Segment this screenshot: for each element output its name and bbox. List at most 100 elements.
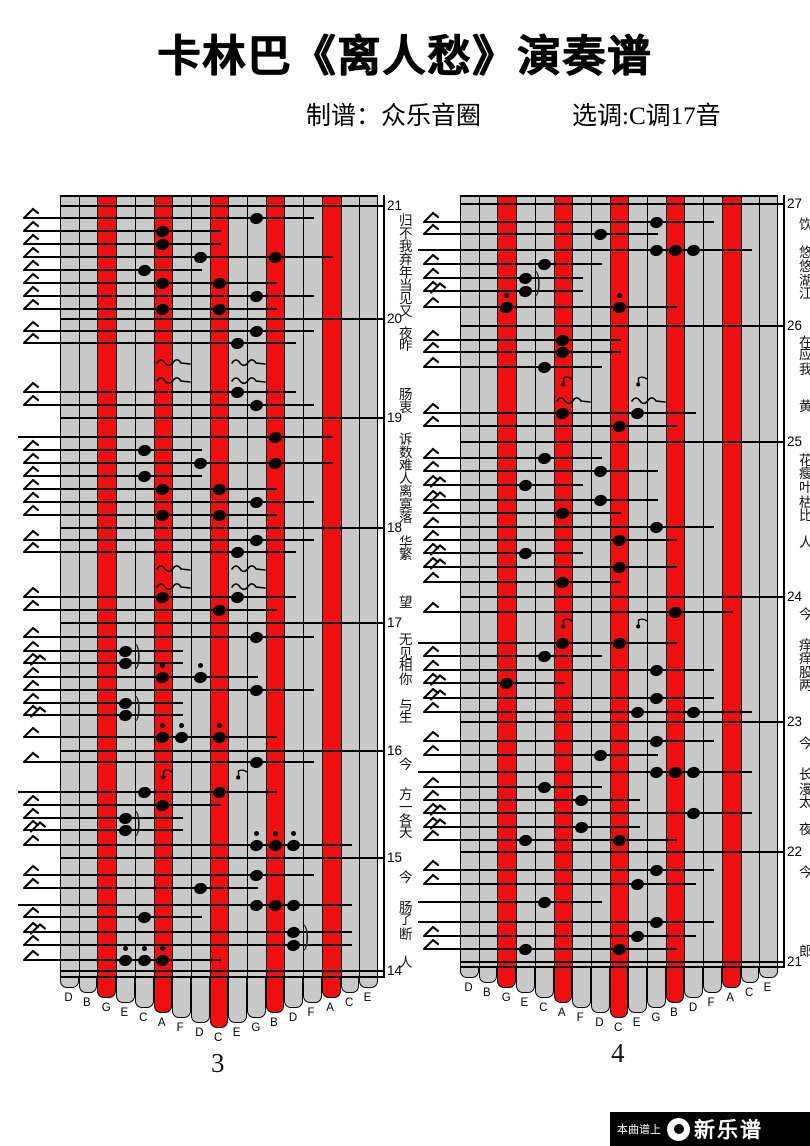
tine-stripe <box>284 195 304 978</box>
note-line <box>24 256 334 258</box>
lyric-char: 方 <box>399 787 413 802</box>
note-line <box>424 539 677 541</box>
tine-label: E <box>363 992 372 1004</box>
tine-tip <box>590 968 610 1013</box>
grace-slash-icon <box>22 320 40 333</box>
note-line <box>424 799 640 801</box>
lyric-char: 当 <box>399 278 413 293</box>
tine-label: G <box>101 1002 111 1014</box>
tine-stripe <box>340 195 360 978</box>
measure-number: 18 <box>387 520 403 535</box>
grace-slash-icon <box>22 439 40 452</box>
measure-number: 14 <box>387 963 403 978</box>
grace-slash-icon <box>422 802 447 816</box>
lyric-char: 断 <box>399 927 413 942</box>
red-tine-stripe <box>265 195 285 978</box>
note-line <box>24 308 277 310</box>
grace-slash-icon <box>422 267 440 280</box>
lyric-char: 一 <box>399 800 413 815</box>
lyric-char: 江 <box>799 286 810 301</box>
grace-slash-icon <box>22 259 40 272</box>
lyric-char: 夜 <box>399 326 413 341</box>
grace-slash-icon <box>422 829 440 842</box>
measure-line <box>460 441 785 444</box>
note-line <box>24 462 334 464</box>
lyric-char: 数 <box>399 445 413 460</box>
octave-dot <box>253 831 259 836</box>
tine-label: E <box>232 1027 241 1039</box>
tremolo-icon <box>630 397 666 405</box>
note-line <box>24 887 259 889</box>
grace-slash-icon <box>422 571 440 584</box>
octave-dot <box>160 723 166 728</box>
tine-stripe <box>134 195 154 978</box>
tine-label: C <box>744 987 754 999</box>
note-line <box>24 689 315 691</box>
lyric-char: 寞 <box>399 497 413 512</box>
lyric-char: 花 <box>799 453 810 468</box>
grace-slash-icon <box>22 864 40 877</box>
tine-tip <box>303 978 322 1003</box>
measure-number: 15 <box>387 850 403 865</box>
lyric-char: 各 <box>399 813 413 828</box>
tine-label: A <box>326 1002 334 1014</box>
grace-slash-icon <box>22 298 40 311</box>
lyric-char: 华 <box>399 535 413 550</box>
grace-slash-icon <box>22 246 40 259</box>
note-line <box>418 771 752 773</box>
tremolo-icon <box>556 397 591 405</box>
tine-label: F <box>176 1022 184 1034</box>
tine-tip <box>572 968 591 1008</box>
note-line <box>424 470 659 472</box>
lyric-char: 离 <box>399 484 413 499</box>
note-line <box>424 786 603 788</box>
measure-number: 17 <box>387 615 403 630</box>
lyric-char: 今 <box>399 870 413 885</box>
note-line <box>424 263 603 265</box>
tremolo-icon <box>230 359 266 367</box>
grace-slash-icon <box>422 296 440 309</box>
note-line <box>424 611 734 613</box>
measure-line <box>460 961 785 964</box>
note-line <box>424 425 677 427</box>
octave-dot <box>291 831 297 836</box>
grace-slash-icon <box>422 211 440 224</box>
lyric-char: 天 <box>399 825 413 840</box>
grace-slash-icon <box>422 859 440 872</box>
grace-slash-icon <box>22 332 40 345</box>
note-line <box>24 702 184 704</box>
grace-note-icon <box>635 376 648 387</box>
grace-slash-icon <box>22 819 47 833</box>
lyric-char: 枯 <box>799 495 810 510</box>
measure-number: 22 <box>787 844 803 859</box>
credit-label: 制谱：众乐音圈 <box>306 103 482 130</box>
grid-right-outer-line <box>783 195 785 968</box>
note-line <box>424 697 715 699</box>
red-tine-stripe <box>721 195 741 968</box>
lyric-char: 夜 <box>799 822 810 837</box>
grace-slash-icon <box>422 329 440 342</box>
tine-label: G <box>651 1012 661 1024</box>
tine-label: B <box>270 1017 278 1029</box>
grace-slash-icon <box>22 834 40 847</box>
grace-slash-icon <box>422 672 447 686</box>
grace-slash-icon <box>22 807 40 820</box>
tine-tip <box>284 978 304 1008</box>
tine-label: D <box>688 1002 698 1014</box>
grace-slash-icon <box>22 529 40 542</box>
lyric-char: 不 <box>399 226 413 241</box>
grace-slash-icon <box>422 816 447 830</box>
grace-slash-icon <box>422 280 447 294</box>
grace-slash-icon <box>22 626 40 639</box>
grace-slash-icon <box>422 659 440 672</box>
lyric-char: 人 <box>399 471 413 486</box>
tine-stripe <box>759 195 778 968</box>
note-line <box>424 682 565 684</box>
grace-slash-icon <box>22 272 40 285</box>
tine-stripe <box>628 195 648 968</box>
grace-slash-icon <box>422 744 440 757</box>
tine-tip <box>628 968 648 1013</box>
grace-slash-icon <box>22 704 47 718</box>
measure-number: 20 <box>387 311 403 326</box>
